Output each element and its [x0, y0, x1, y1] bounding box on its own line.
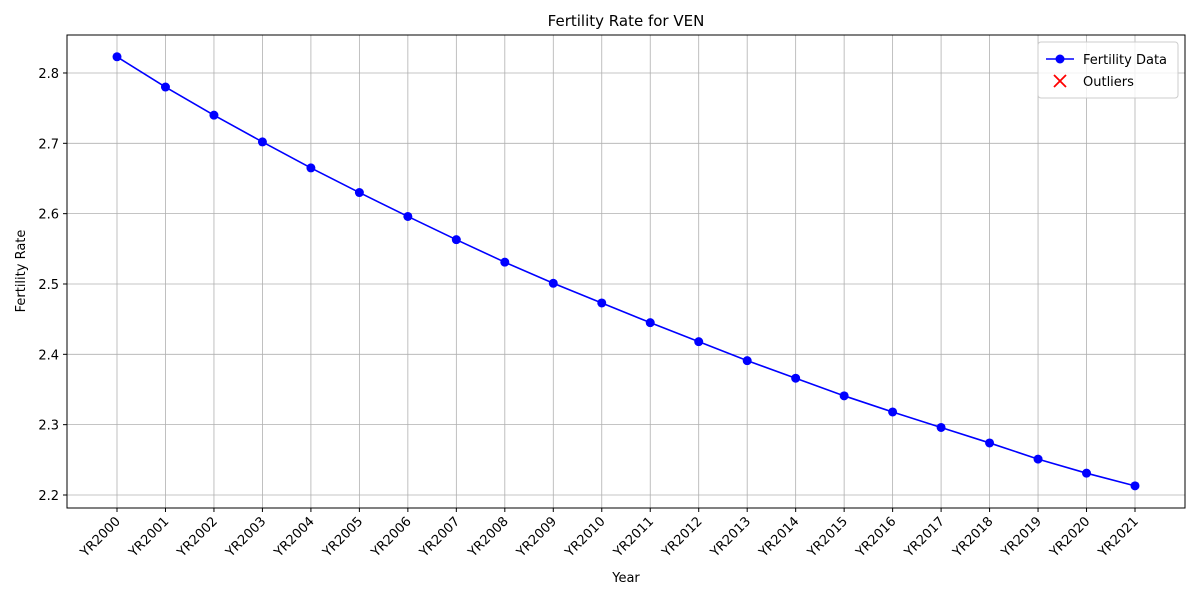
x-tick-label: YR2004 — [271, 514, 318, 561]
marker — [306, 163, 316, 173]
y-tick-label: 2.7 — [38, 137, 59, 152]
marker — [403, 211, 413, 221]
x-tick-label: YR2011 — [610, 514, 657, 561]
marker — [888, 407, 898, 417]
marker — [936, 422, 946, 432]
data-line — [116, 56, 1136, 487]
x-tick-label: YR2002 — [174, 514, 221, 561]
x-tick-label: YR2016 — [853, 514, 900, 561]
marker — [1130, 481, 1140, 491]
y-tick-label: 2.2 — [38, 489, 59, 504]
marker — [548, 278, 558, 288]
x-tick-label: YR2018 — [950, 514, 997, 561]
y-tick-label: 2.4 — [38, 348, 59, 363]
x-tick-label: YR2019 — [998, 514, 1045, 561]
chart-title: Fertility Rate for VEN — [548, 12, 705, 30]
y-tick-label: 2.6 — [38, 208, 59, 223]
marker — [1053, 74, 1067, 88]
x-tick-label: YR2015 — [804, 514, 851, 561]
x-tick-label: YR2017 — [901, 514, 948, 561]
x-tick-label: YR2001 — [126, 514, 173, 561]
x-tick-label: YR2007 — [416, 514, 463, 561]
marker — [451, 235, 461, 245]
x-tick-label: YR2009 — [513, 514, 560, 561]
marker — [500, 257, 510, 267]
x-tick-label: YR2005 — [319, 514, 366, 561]
marker — [160, 82, 170, 92]
legend-label: Fertility Data — [1083, 53, 1167, 68]
marker — [597, 298, 607, 308]
x-tick-label: YR2010 — [562, 514, 609, 561]
y-axis-label: Fertility Rate — [14, 230, 29, 313]
marker — [1033, 454, 1043, 464]
x-tick-label: YR2014 — [756, 514, 803, 561]
x-tick-label: YR2013 — [707, 514, 754, 561]
x-tick-label: YR2012 — [659, 514, 706, 561]
x-tick-label: YR2003 — [223, 514, 270, 561]
marker — [694, 337, 704, 347]
marker — [112, 52, 122, 62]
marker — [257, 137, 267, 147]
plot-frame — [66, 34, 1186, 509]
legend-label: Outliers — [1083, 75, 1134, 90]
x-axis-label: Year — [611, 571, 640, 586]
x-tick-label: YR2020 — [1047, 514, 1094, 561]
y-tick-label: 2.8 — [38, 67, 59, 82]
x-tick-label: YR2021 — [1095, 514, 1142, 561]
marker — [1082, 468, 1092, 478]
marker — [209, 110, 219, 120]
marker — [354, 188, 364, 198]
marker — [742, 356, 752, 366]
x-tick-label: YR2006 — [368, 514, 415, 561]
y-tick-label: 2.3 — [38, 419, 59, 434]
x-tick-label: YR2008 — [465, 514, 512, 561]
marker — [645, 318, 655, 328]
marker — [985, 438, 995, 448]
marker — [791, 373, 801, 383]
marker — [839, 391, 849, 401]
legend-box — [1037, 41, 1179, 99]
x-tick-label: YR2000 — [77, 514, 124, 561]
y-tick-label: 2.5 — [38, 278, 59, 293]
marker — [1055, 54, 1065, 64]
